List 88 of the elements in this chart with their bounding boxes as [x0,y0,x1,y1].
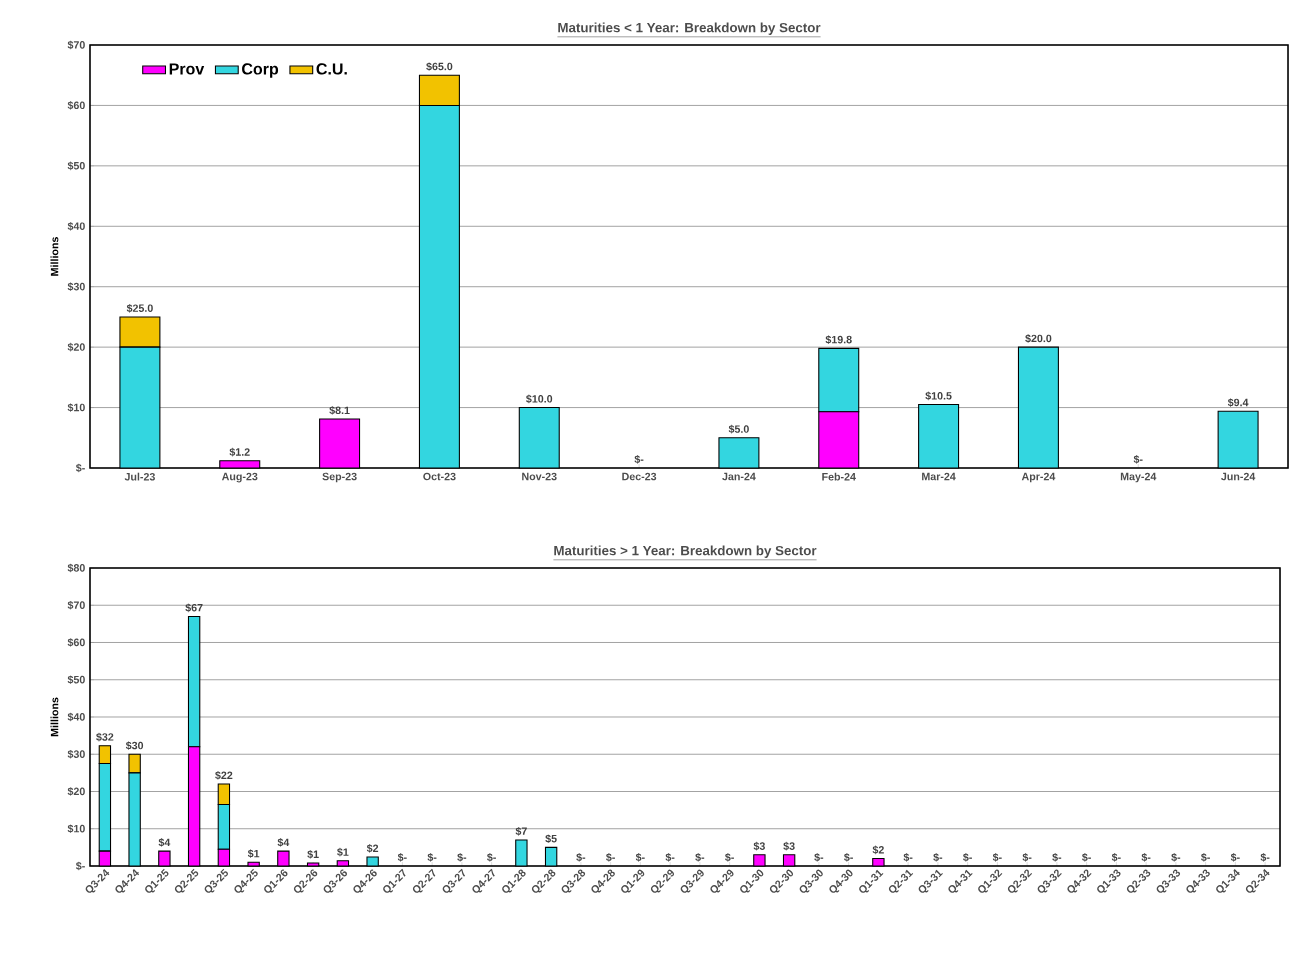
y-tick-label: $30 [67,282,85,292]
total-label: $- [665,853,675,862]
total-label: $25.0 [126,303,153,313]
total-label: $5 [545,834,557,844]
total-label: $8.1 [329,406,350,415]
y-axis-title: Millions [50,697,59,737]
total-label: $- [1111,853,1121,862]
total-label: $- [992,853,1002,862]
x-tick-label: Sep-23 [322,472,357,483]
y-tick-label: $50 [67,161,85,171]
legend-label: Prov [169,63,205,75]
y-tick-label: $60 [67,101,85,110]
y-tick-label: $60 [67,638,85,647]
x-tick-label: Feb-24 [822,472,856,481]
total-label: $1 [247,849,260,859]
total-label: $- [844,853,853,862]
y-axis-title: Millions [50,237,59,276]
y-tick-label: $10 [67,824,85,834]
total-label: $- [1171,853,1181,862]
total-label: $4 [158,838,171,847]
total-label: $30 [125,741,144,750]
legend-label: Corp [242,63,279,78]
total-label: $3 [783,841,795,851]
y-tick-label: $20 [67,787,85,796]
total-label: $32 [96,732,114,742]
total-label: $- [1133,455,1143,464]
total-label: $- [695,853,705,862]
y-tick-label: $40 [67,221,85,231]
x-tick-label: Apr-24 [1021,472,1056,483]
x-tick-label: Aug-23 [221,472,258,483]
x-tick-label: Jun-24 [1221,472,1256,481]
total-label: $- [634,455,644,464]
total-label: $- [457,853,467,862]
total-label: $- [606,853,615,862]
total-label: $2 [872,845,884,855]
total-label: $- [1022,853,1032,862]
total-label: $- [814,853,824,862]
total-label: $20.0 [1025,334,1052,343]
y-tick-label: $- [75,861,85,871]
total-label: $- [1230,853,1240,862]
y-tick-label: $70 [67,40,85,50]
total-label: $7 [515,826,527,836]
total-label: $1.2 [229,447,250,457]
y-tick-label: $10 [67,403,85,412]
y-tick-label: $40 [67,712,85,722]
chart-title: Maturities > 1 Year: Breakdown by Sector [554,545,817,558]
total-label: $- [1082,853,1091,862]
x-tick-label: Jan-24 [722,472,756,481]
y-tick-label: $50 [67,675,85,685]
y-tick-label: $80 [67,563,85,573]
y-tick-label: $30 [67,749,85,759]
total-label: $- [933,853,943,862]
total-label: $- [397,853,407,862]
total-label: $- [1141,853,1151,862]
total-label: $- [576,853,586,862]
total-label: $67 [185,603,203,613]
y-tick-label: $20 [67,342,85,352]
total-label: $- [487,853,496,862]
total-label: $22 [215,771,233,780]
y-tick-label: $70 [67,600,85,610]
total-label: $- [963,853,972,862]
total-label: $65.0 [426,62,453,71]
total-label: $- [1052,853,1062,862]
total-label: $9.4 [1227,398,1249,407]
total-label: $19.8 [825,335,852,345]
total-label: $10.5 [925,391,952,401]
total-label: $2 [366,844,379,853]
total-label: $4 [277,838,290,847]
total-label: $10.0 [526,394,553,404]
x-tick-label: May-24 [1120,472,1157,483]
total-label: $- [1201,853,1210,862]
total-label: $1 [307,850,319,859]
legend-label: C.U. [316,63,347,75]
total-label: $- [635,853,645,862]
total-label: $- [1260,853,1270,862]
total-label: $- [427,853,437,862]
total-label: $- [903,853,913,862]
x-tick-label: Mar-24 [922,472,956,481]
total-label: $- [725,853,734,862]
total-label: $3 [753,841,765,851]
chart-title: Maturities < 1 Year: Breakdown by Sector [558,22,821,35]
x-tick-label: Oct-23 [423,472,456,481]
x-tick-label: Nov-23 [522,472,557,481]
x-tick-label: Dec-23 [622,472,657,481]
total-label: $5.0 [728,424,749,434]
y-tick-label: $- [75,463,85,473]
x-tick-label: Jul-23 [124,472,155,481]
total-label: $1 [337,847,349,857]
